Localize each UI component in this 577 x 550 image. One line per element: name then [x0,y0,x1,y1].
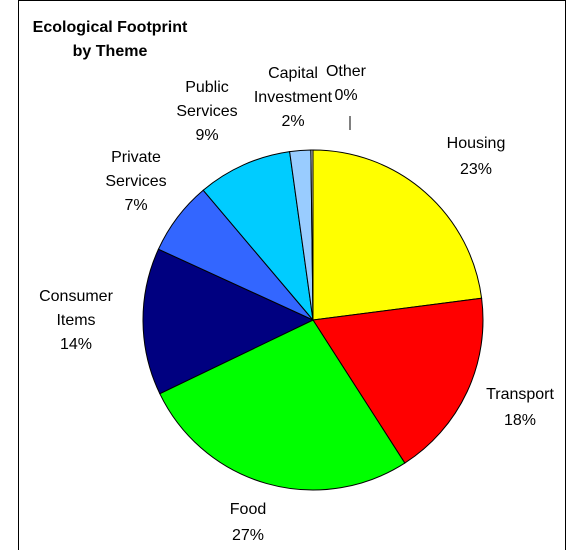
pie-label-capital-investment-value: 2% [281,113,304,130]
chart-title-line-2: by Theme [73,43,148,60]
pie-slice-other [310,149,314,321]
pie-label-private-services-name: Private [111,149,161,166]
pie-slices [142,149,484,491]
pie-label-transport-name: Transport [486,386,554,403]
pie-label-consumer-items-name: Items [56,312,95,329]
pie-label-private-services-value: 7% [124,197,147,214]
pie-slice-transport [312,297,484,464]
pie-slice-consumer-items [142,248,315,395]
pie-slice-housing [312,149,483,321]
pie-slice-food [159,319,406,491]
pie-label-consumer-items-name: Consumer [39,288,113,305]
pie-label-housing-value: 23% [460,161,492,178]
pie-label-capital-investment-name: Capital [268,65,318,82]
pie-label-food-value: 27% [232,527,264,544]
pie-label-transport-value: 18% [504,412,536,429]
pie-label-public-services-value: 9% [195,127,218,144]
pie-label-other-name: Other [326,63,367,80]
chart-title-line-1: Ecological Footprint [33,19,188,36]
pie-label-public-services-name: Services [176,103,237,120]
pie-labels: Housing 23% Transport 18% Food 27% Consumer Ite… [39,63,554,544]
pie-slice-public-services [202,151,314,322]
pie-label-public-services-name: Public [185,79,229,96]
chart-frame [18,0,566,550]
pie-label-other-value: 0% [334,87,357,104]
pie-label-private-services-name: Services [105,173,166,190]
pie-label-food-name: Food [230,501,266,518]
pie-label-consumer-items-value: 14% [60,336,92,353]
pie-label-capital-investment-name: Investment [254,89,333,106]
pie-label-housing-name: Housing [447,135,506,152]
